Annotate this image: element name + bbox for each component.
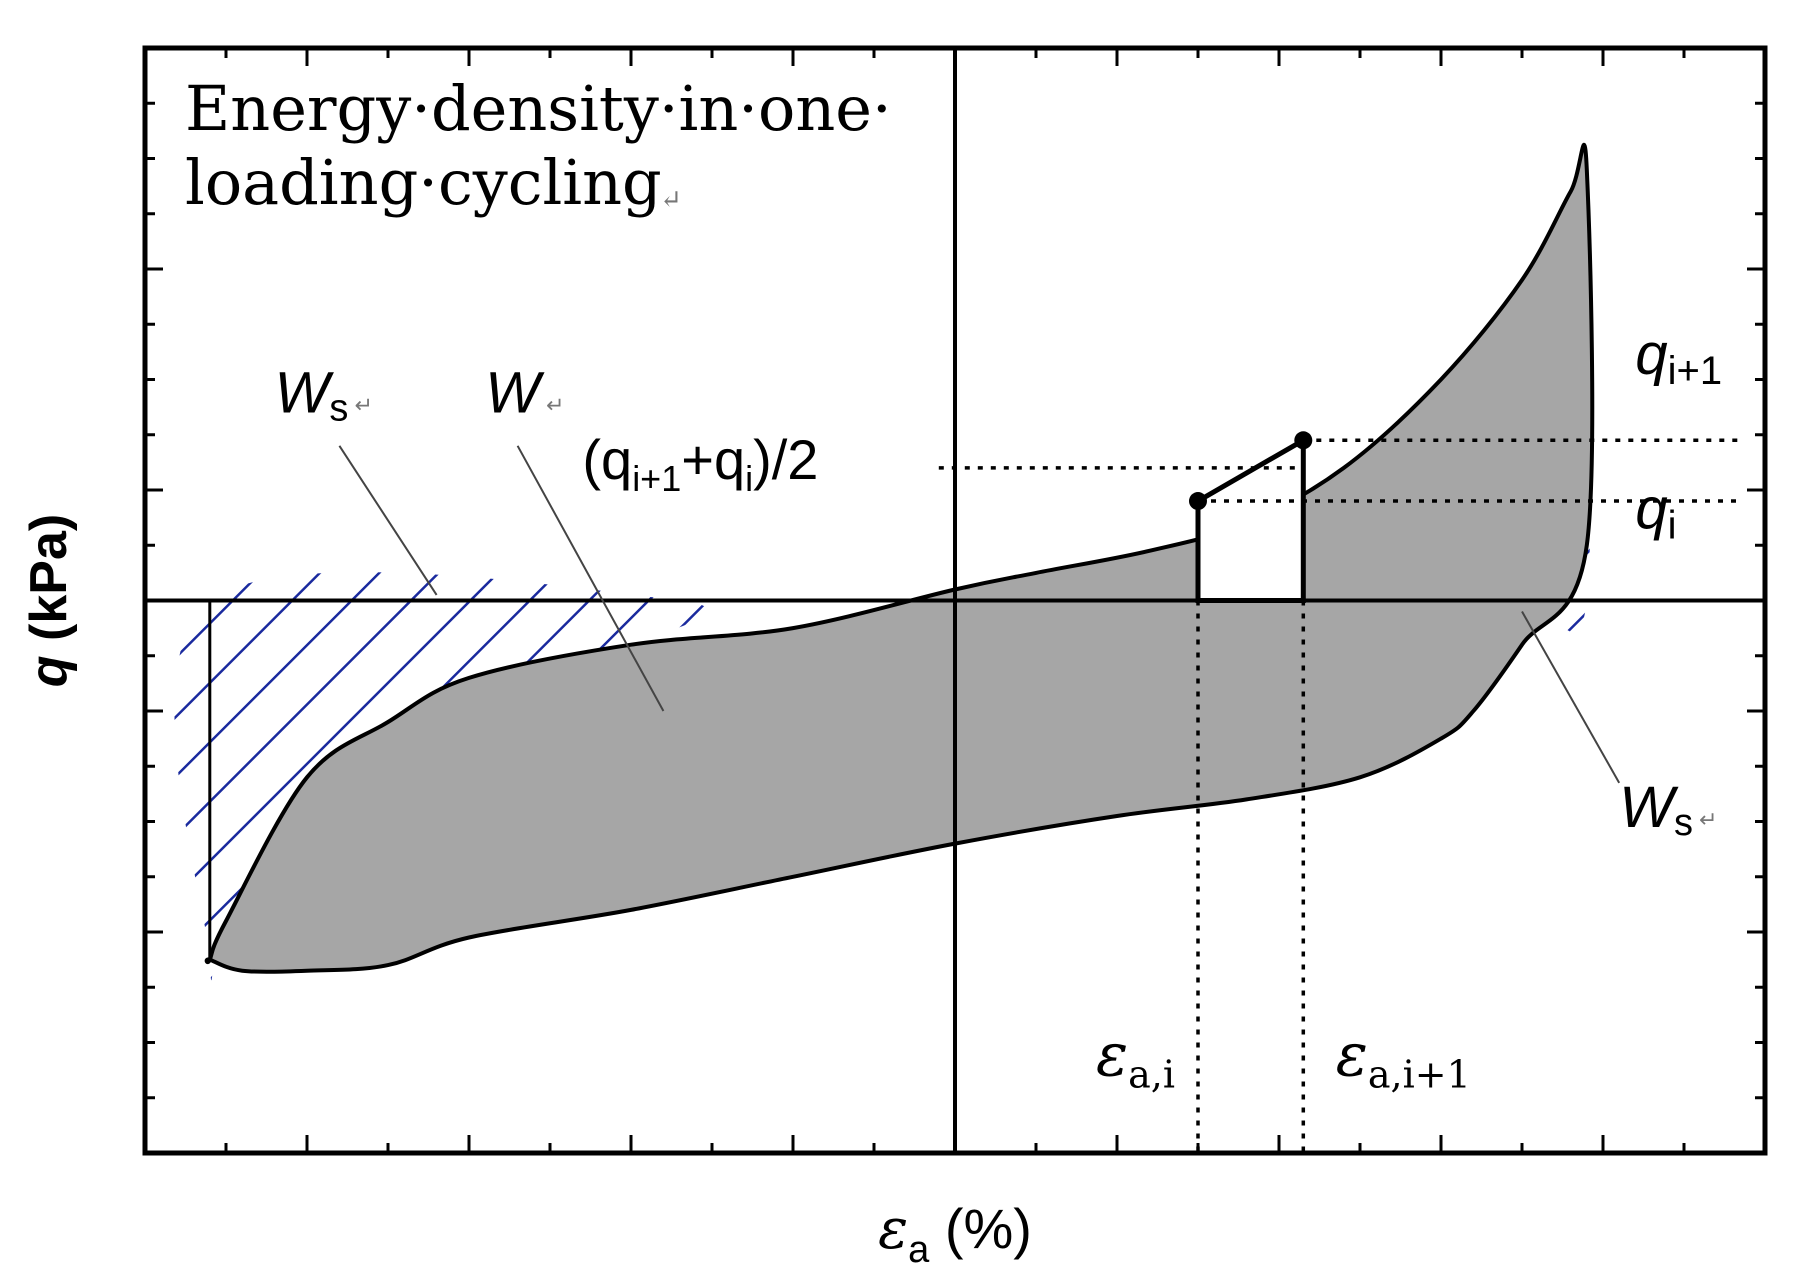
- lines-layer: [208, 438, 1741, 1153]
- title-mark: ↵: [660, 185, 682, 215]
- y-axis-label: q (kPa): [20, 514, 78, 687]
- ws-hatch-area-1: [174, 572, 707, 981]
- label-eps-i1: εa,i+1: [1336, 1021, 1471, 1097]
- x-axis-label: εa (%): [878, 1197, 1032, 1271]
- leader-Ws-right: [1521, 611, 1621, 784]
- title-line-2: loading·cycling: [185, 146, 662, 219]
- fill-layer: [174, 142, 1595, 981]
- frame-layer: [142, 45, 1768, 1156]
- label-q-i1: qi+1: [1635, 322, 1722, 393]
- label-W: W ↵: [485, 361, 564, 426]
- leader-W: [516, 445, 665, 712]
- label-Ws-right: Ws ↵: [1619, 775, 1717, 844]
- increment-area: [1195, 435, 1306, 603]
- hysteresis-loop-w: [204, 142, 1595, 974]
- title-line-1: Energy·density·in·one·: [185, 72, 892, 145]
- label-Ws-left: Ws ↵: [275, 361, 373, 430]
- label-eps-i: εa,i: [1096, 1021, 1175, 1097]
- chart-title: Energy·density·in·one· loading·cycling: [185, 72, 892, 219]
- text-layer: Energy·density·in·one· loading·cycling↵ Ws…: [20, 72, 1722, 1271]
- label-q-i: qi: [1635, 477, 1676, 548]
- label-q-mean: (qi+1+qi)/2: [582, 428, 818, 499]
- leader-Ws-left: [338, 445, 438, 596]
